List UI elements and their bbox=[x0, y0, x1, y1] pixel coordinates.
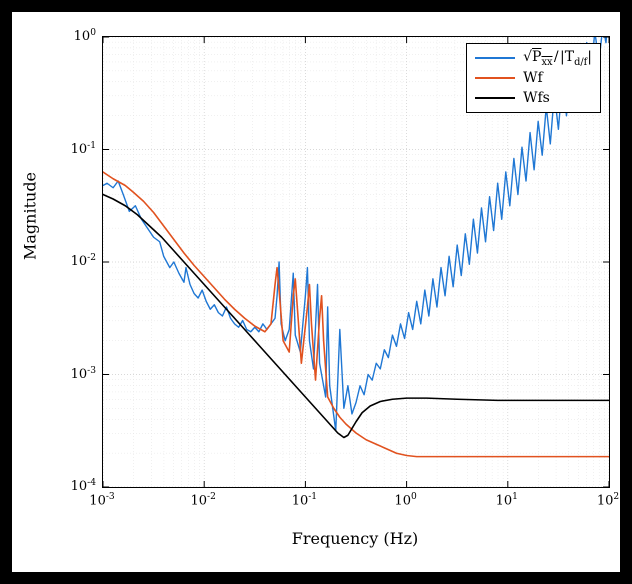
legend-label: √Pxx / |Td/f| bbox=[523, 49, 592, 68]
legend-row: √Pxx / |Td/f| bbox=[475, 48, 592, 68]
x-axis-label: Frequency (Hz) bbox=[102, 529, 608, 548]
stage: Magnitude √Pxx / |Td/f| Wf Wfs 10-3 10-2 10-… bbox=[0, 0, 632, 584]
legend-label: Wf bbox=[523, 70, 543, 86]
legend-label: Wfs bbox=[523, 90, 550, 106]
y-tick-label: 10-4 bbox=[71, 478, 96, 494]
legend-swatch bbox=[475, 77, 515, 79]
y-tick-label: 10-1 bbox=[71, 140, 96, 156]
x-tick-label: 100 bbox=[394, 492, 416, 508]
legend-swatch bbox=[475, 97, 515, 99]
x-tick-label: 10-2 bbox=[190, 492, 215, 508]
y-tick-label: 10-2 bbox=[71, 253, 96, 269]
x-tick-label: 10-3 bbox=[89, 492, 114, 508]
x-tick-label: 10-1 bbox=[292, 492, 317, 508]
chart-panel: Magnitude √Pxx / |Td/f| Wf Wfs 10-3 10-2 10-… bbox=[12, 12, 620, 572]
y-tick-label: 10-3 bbox=[71, 365, 96, 381]
y-tick-label: 100 bbox=[74, 28, 96, 44]
plot-area: √Pxx / |Td/f| Wf Wfs bbox=[102, 36, 610, 488]
x-tick-label: 102 bbox=[597, 492, 619, 508]
legend-row: Wfs bbox=[475, 88, 592, 108]
legend: √Pxx / |Td/f| Wf Wfs bbox=[466, 43, 601, 113]
legend-row: Wf bbox=[475, 68, 592, 88]
x-tick-label: 101 bbox=[496, 492, 518, 508]
legend-swatch bbox=[475, 57, 515, 59]
y-axis-label: Magnitude bbox=[21, 172, 40, 260]
